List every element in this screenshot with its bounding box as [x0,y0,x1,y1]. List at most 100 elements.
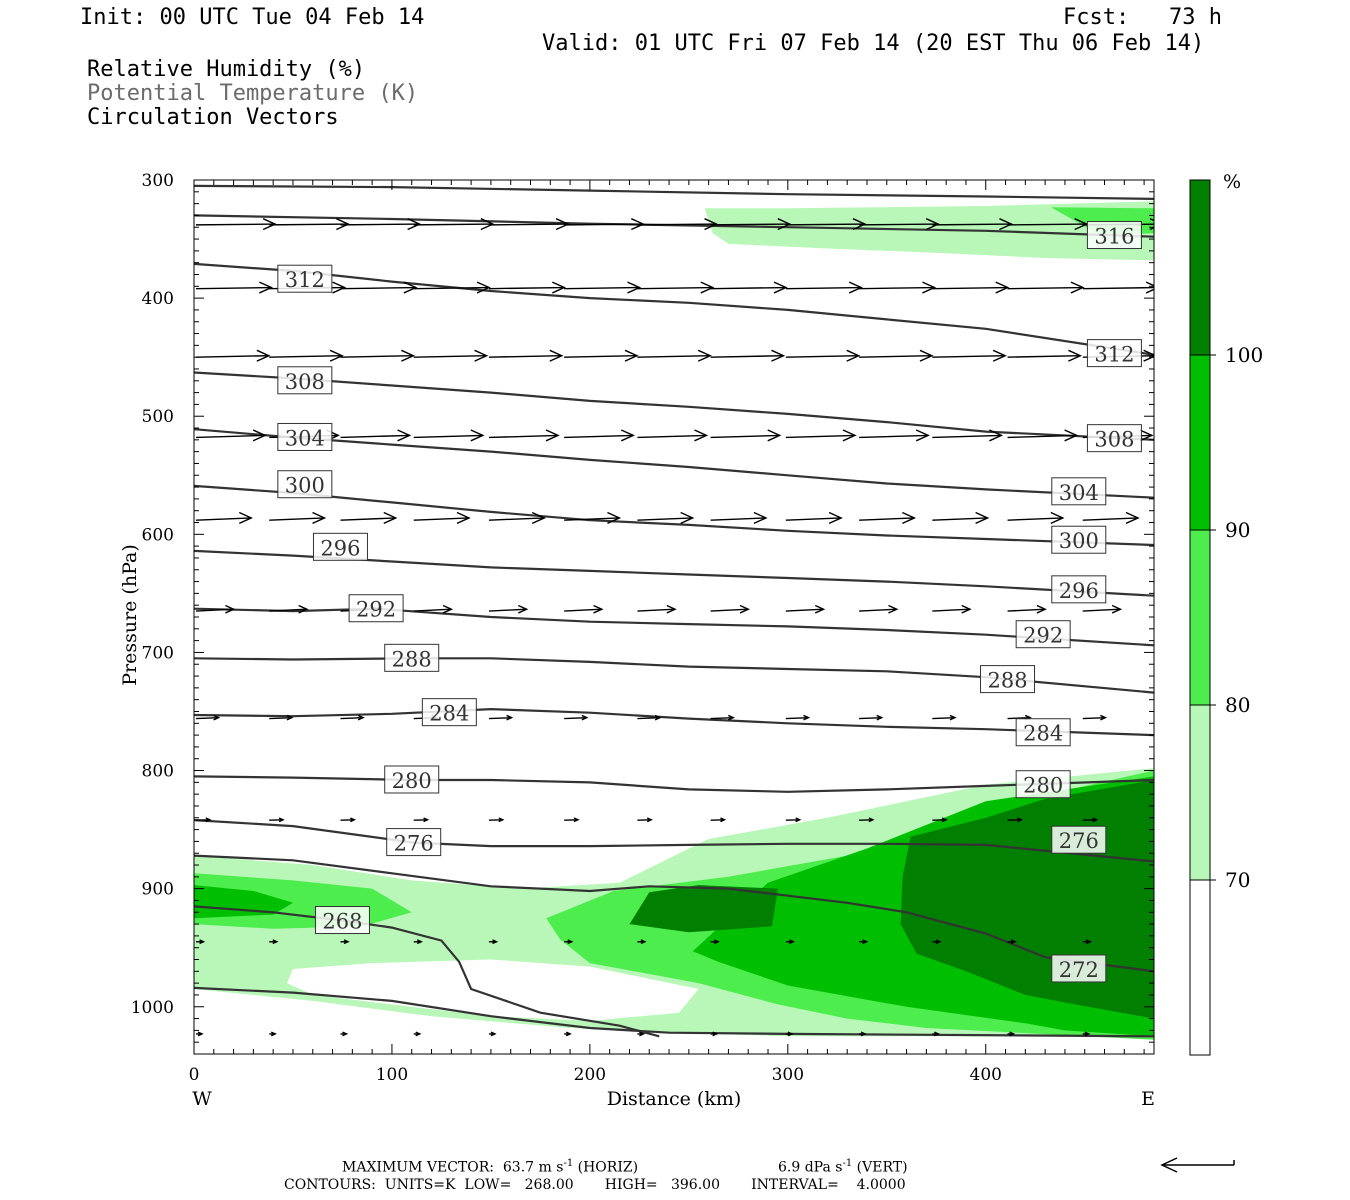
circulation-vector [340,939,350,945]
theta-contour-surface [194,986,1154,1038]
circulation-vector [1082,817,1099,823]
circulation-vector [1007,604,1047,614]
theta-label: 268 [314,906,370,935]
circulation-vector [637,817,653,823]
circulation-vector [195,1031,204,1037]
circulation-vector [932,349,1007,362]
circulation-vector [488,817,505,823]
circulation-vector [195,429,267,442]
circulation-vector [710,511,768,524]
theta-label: 300 [1051,525,1107,554]
x-end-east: E [1141,1088,1155,1110]
circulation-vector [269,939,279,945]
svg-text:292: 292 [1023,624,1063,648]
y-tick-label: 400 [142,289,174,309]
circulation-vector [785,1031,794,1037]
circulation-vector [637,511,695,524]
theta-contour-316 [194,184,1154,200]
colorbar-level: 100 [1225,343,1263,367]
svg-text:288: 288 [392,647,432,671]
circulation-vector [785,939,796,945]
rh-region-100+ [629,885,778,933]
theta-contour-316 [194,214,1154,238]
circulation-vector [710,714,735,721]
circulation-vector [1082,281,1154,294]
circulation-vector [195,218,277,231]
theta-contour-288 [194,657,1154,694]
circulation-vector [269,604,309,614]
circulation-vector [564,714,589,721]
theta-contour-284 [194,707,1154,737]
circulation-vector [269,1031,277,1037]
circulation-vector [710,281,788,294]
circulation-vector [488,429,560,442]
svg-text:316: 316 [1094,225,1134,249]
circulation-vector [1082,604,1123,614]
svg-text:304: 304 [1059,481,1099,505]
circulation-vector [637,1031,646,1037]
colorbar-segment [1190,180,1210,355]
circulation-vector [413,281,491,294]
circulation-vector [488,939,499,945]
theta-contour-272 [194,854,1154,973]
rh-colorbar: 100 90 80 70 [1189,179,1263,1056]
contours-info: CONTOURS: UNITS=K LOW= 268.00 HIGH= 396.… [284,1177,906,1193]
circulation-vector [785,349,861,362]
svg-text:284: 284 [429,702,469,726]
theta-label: 276 [1051,825,1107,854]
circulation-vector [195,511,253,524]
colorbar-segment [1190,530,1210,705]
svg-text:296: 296 [1059,579,1099,603]
circulation-vector [859,511,917,524]
max-vert-value: 6.9 dPa s [778,1159,843,1176]
circulation-vector [1007,349,1083,362]
theta-label: 292 [348,594,404,623]
circulation-vector [488,1031,497,1037]
circulation-vector [637,218,719,231]
max-vert-line: 6.9 dPa s-1 (VERT) [778,1158,908,1176]
circulation-vector [859,281,937,294]
x-tick-label: 200 [574,1065,606,1085]
y-tick-label: 600 [142,525,174,545]
circulation-vector [637,429,709,442]
circulation-vector [269,349,344,362]
circulation-vector [1007,218,1089,231]
circulation-vector [488,281,567,294]
circulation-vector [269,714,294,721]
svg-text:292: 292 [356,598,396,622]
circulation-vector [1007,817,1024,823]
circulation-vector [710,429,782,442]
circulation-vector [859,817,875,823]
circulation-vector [488,218,570,231]
theta-label: 272 [1051,954,1107,983]
svg-text:276: 276 [394,832,434,856]
theta-contour-292 [194,607,1154,647]
theta-label: 312 [277,264,333,293]
circulation-vector [413,939,423,945]
circulation-vector [564,817,580,823]
colorbar-level: 80 [1225,693,1250,717]
circulation-vector [710,349,786,362]
circulation-vector [340,218,422,231]
svg-text:268: 268 [322,910,362,934]
x-tick-label: 0 [189,1065,200,1085]
init-time: Init: 00 UTC Tue 04 Feb 14 [80,5,425,30]
axis-layer: 300 400 500 600 700 800 900 1000 0 100 200 300 400 [131,171,1154,1085]
circulation-vector [1007,1031,1016,1037]
circulation-vector [488,604,529,614]
svg-text:300: 300 [1059,529,1099,553]
circulation-vector [1082,511,1140,524]
svg-text:272: 272 [1059,958,1099,982]
circulation-vector [1007,281,1085,294]
theta-label: 296 [1051,575,1107,604]
y-axis-title: Pressure (hPa) [119,544,141,686]
svg-text:312: 312 [1094,343,1134,367]
theta-label: 280 [1015,770,1071,799]
theta-label: 308 [1086,424,1142,453]
circulation-vector [564,604,604,614]
circulation-vector [785,604,826,614]
x-tick-label: 100 [376,1065,408,1085]
circulation-vector [859,349,934,362]
circulation-vector [710,939,720,945]
svg-text:284: 284 [1023,722,1063,746]
